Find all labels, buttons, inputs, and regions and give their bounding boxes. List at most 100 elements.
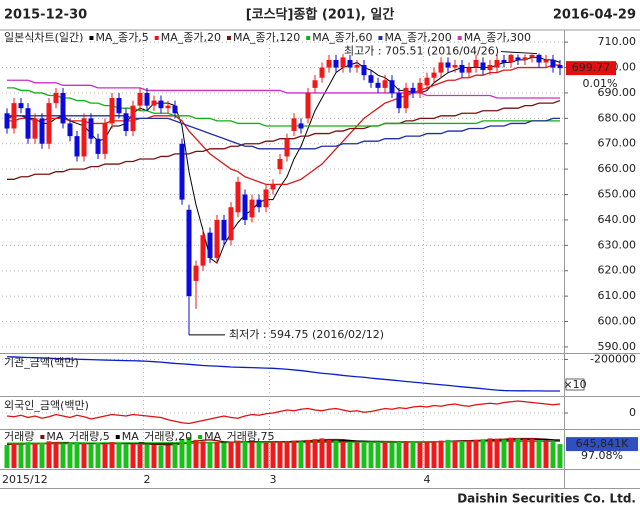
volume-bar (354, 442, 360, 468)
volume-bar (438, 440, 444, 468)
y-tick-label: 660.00 (598, 162, 637, 175)
candle-body (172, 105, 178, 114)
volume-bar (67, 443, 73, 468)
candle-body (186, 209, 192, 297)
y-tick-label: 690.00 (598, 86, 637, 99)
candle-body (214, 219, 220, 259)
volume-bar (543, 440, 549, 468)
legend-swatch (40, 435, 45, 439)
volume-bar (529, 438, 535, 468)
candle-body (60, 92, 66, 124)
volume-bar (389, 442, 395, 468)
volume-bar (39, 442, 45, 468)
volume-bar (193, 439, 199, 468)
volume-bar (557, 444, 563, 468)
y-tick-label: -200000 (590, 352, 636, 365)
candle-body (32, 118, 38, 139)
candle-body (137, 92, 143, 106)
legend-label: MA_거래량,20 (122, 430, 192, 443)
volume-bar (32, 443, 38, 468)
series-line (6, 356, 560, 392)
scale-box (565, 378, 585, 391)
volume-bar (186, 436, 192, 468)
series-line (6, 400, 561, 425)
volume-bar (480, 439, 486, 468)
volume-bar (214, 442, 220, 468)
legend-swatch (198, 435, 203, 439)
candle-body (207, 232, 213, 259)
y-tick-label: 620.00 (598, 264, 637, 277)
candle-body (242, 194, 248, 220)
candle-body (74, 136, 80, 157)
candle-body (249, 199, 255, 218)
candle-body (305, 92, 311, 119)
candle-body (515, 57, 521, 60)
volume-bar (494, 438, 500, 468)
volume-bar (375, 441, 381, 468)
volume-bar (347, 442, 353, 468)
volume-bar (431, 441, 437, 468)
volume-bar (151, 445, 157, 468)
x-tick-label: 2015/12 (2, 473, 48, 486)
volume-bar (515, 438, 521, 468)
volume-bar (291, 440, 297, 468)
candle-body (403, 87, 409, 109)
price-tag-bg (566, 61, 616, 76)
candle-body (235, 181, 241, 213)
candle-body (4, 113, 10, 129)
y-tick-label: 610.00 (598, 289, 637, 302)
volume-bar (116, 443, 122, 468)
legend-label: MA_거래량,5 (46, 430, 109, 443)
candle-body (473, 59, 479, 68)
y-tick-label: 640.00 (598, 213, 637, 226)
volume-bar (403, 441, 409, 468)
candle-body (67, 123, 73, 137)
series-line (7, 115, 560, 150)
volume-bar (536, 439, 542, 468)
volume-bar (60, 443, 66, 468)
candle-body (53, 92, 59, 104)
y-tick-label: 710.00 (598, 35, 637, 48)
legend-swatch (115, 435, 120, 439)
candle-body (81, 118, 87, 157)
candle-body (354, 65, 360, 68)
volume-bar (459, 441, 465, 468)
y-tick-label: 600.00 (598, 315, 637, 328)
volume-bar (109, 442, 115, 468)
candle-body (200, 235, 206, 266)
series-line (7, 79, 560, 99)
candle-body (130, 105, 136, 132)
legend-swatch (306, 36, 311, 40)
low-label: 최저가 : 594.75 (2016/02/12) (229, 328, 384, 341)
candle-body (340, 57, 346, 68)
candle-body (459, 65, 465, 73)
volume-bar (326, 439, 332, 468)
candle-body (158, 100, 164, 109)
volume-bar (25, 442, 31, 468)
volume-bar (11, 443, 17, 468)
candle-body (466, 67, 472, 73)
start-date: 2015-12-30 (4, 8, 87, 23)
candle-body (557, 65, 563, 69)
y-tick-label: 590.00 (598, 340, 637, 353)
legend-label: MA_거래량,75 (204, 430, 274, 443)
volume-bar (501, 439, 507, 468)
legend-label: MA_종가,120 (233, 31, 300, 44)
candle-body (11, 103, 17, 129)
volume-bar (319, 438, 325, 468)
candle-body (424, 77, 430, 86)
candle-body (494, 59, 500, 68)
series-line (7, 87, 560, 127)
candle-body (25, 108, 31, 139)
candle-body (347, 59, 353, 68)
candle-body (116, 98, 122, 114)
footer: Daishin Securities Co. Ltd. (457, 492, 636, 506)
legend-swatch (154, 36, 159, 40)
candle-body (228, 207, 234, 241)
volume-bar (4, 445, 10, 468)
x-tick-label: 2 (144, 473, 151, 486)
candle-body (361, 65, 367, 76)
candle-body (291, 118, 297, 132)
candle-body (550, 59, 556, 68)
